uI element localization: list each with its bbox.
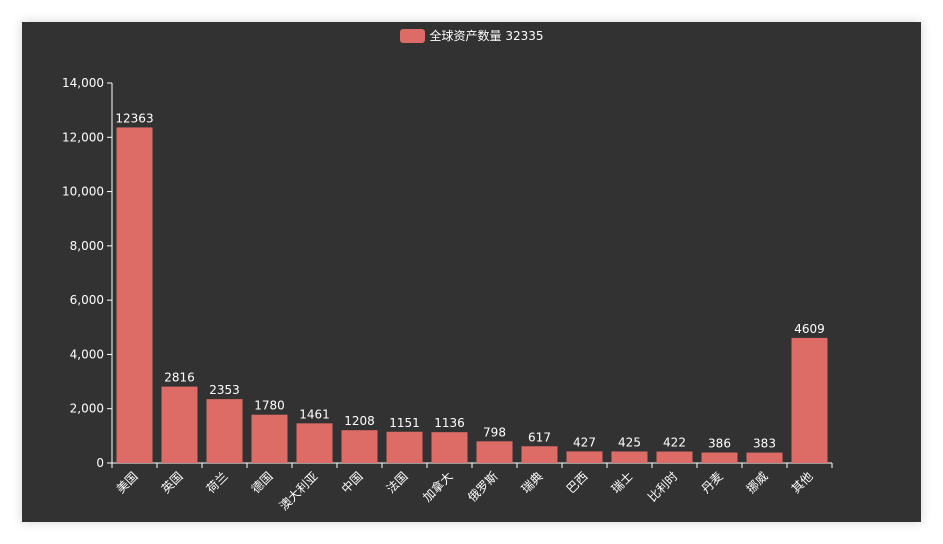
x-tick-label: 巴西	[564, 469, 591, 496]
x-tick-label: 中国	[338, 469, 366, 497]
y-tick-label: 0	[96, 456, 104, 470]
chart-card: 全球资产数量 32335 0 2,000 4,000 6,000 8,000 10,000…	[22, 22, 921, 522]
bar-value-label: 383	[753, 437, 776, 451]
bar	[251, 414, 288, 463]
x-tick-label: 挪威	[744, 469, 771, 496]
x-tick-label: 美国	[114, 469, 141, 496]
x-tick-label: 法国	[384, 469, 411, 496]
bar	[341, 430, 378, 463]
y-tick-label: 2,000	[70, 402, 104, 416]
y-tick-label: 4,000	[70, 347, 104, 361]
x-tick-label: 瑞士	[609, 469, 636, 496]
bar	[296, 423, 333, 463]
bar-value-label: 798	[483, 425, 506, 439]
bar-value-label: 422	[663, 436, 686, 450]
bar-value-label: 2353	[209, 383, 240, 397]
bar-value-label: 1461	[299, 407, 330, 421]
chart-legend[interactable]: 全球资产数量 32335	[22, 27, 921, 44]
bar-value-label: 1136	[434, 416, 465, 430]
bar-value-label: 425	[618, 435, 641, 449]
bar-value-label: 4609	[794, 322, 825, 336]
x-tick-label: 其他	[789, 469, 816, 496]
y-tick-label: 14,000	[62, 76, 104, 90]
bar-value-label: 617	[528, 430, 551, 444]
bar-chart: 0 2,000 4,000 6,000 8,000 10,000 12,000 14,000 1…	[62, 76, 833, 513]
bar	[746, 452, 783, 463]
bar	[791, 337, 828, 463]
bar	[521, 446, 558, 463]
bar	[386, 431, 423, 463]
bar	[116, 127, 153, 463]
x-tick-label: 瑞典	[519, 469, 546, 496]
bar	[656, 451, 693, 463]
x-tick-label: 德国	[248, 469, 276, 497]
bar	[206, 399, 243, 463]
bar	[476, 441, 513, 463]
x-tick-label: 加拿大	[420, 469, 456, 505]
bar-value-label: 1780	[254, 399, 285, 413]
bar	[701, 452, 738, 463]
legend-label: 全球资产数量 32335	[429, 29, 544, 43]
bar-value-label: 427	[573, 435, 596, 449]
bar-value-label: 1151	[389, 416, 420, 430]
bar-value-label: 386	[708, 437, 731, 451]
x-tick-label: 俄罗斯	[465, 469, 500, 504]
bar	[431, 432, 468, 463]
y-tick-label: 6,000	[70, 293, 104, 307]
bar	[566, 451, 603, 463]
bar-value-label: 1208	[344, 414, 375, 428]
bar-value-label: 2816	[164, 371, 195, 385]
y-tick-label: 12,000	[62, 130, 104, 144]
bar	[611, 451, 648, 463]
x-tick-label: 丹麦	[699, 469, 726, 496]
x-tick-label: 比利时	[645, 469, 680, 504]
y-tick-label: 10,000	[62, 185, 104, 199]
y-tick-label: 8,000	[70, 239, 104, 253]
bar-value-label: 12363	[115, 111, 153, 125]
x-tick-label: 英国	[159, 469, 186, 496]
x-tick-label: 荷兰	[204, 469, 231, 496]
legend-swatch	[399, 28, 425, 43]
bar	[161, 386, 198, 463]
x-tick-label: 澳大利亚	[277, 469, 321, 513]
